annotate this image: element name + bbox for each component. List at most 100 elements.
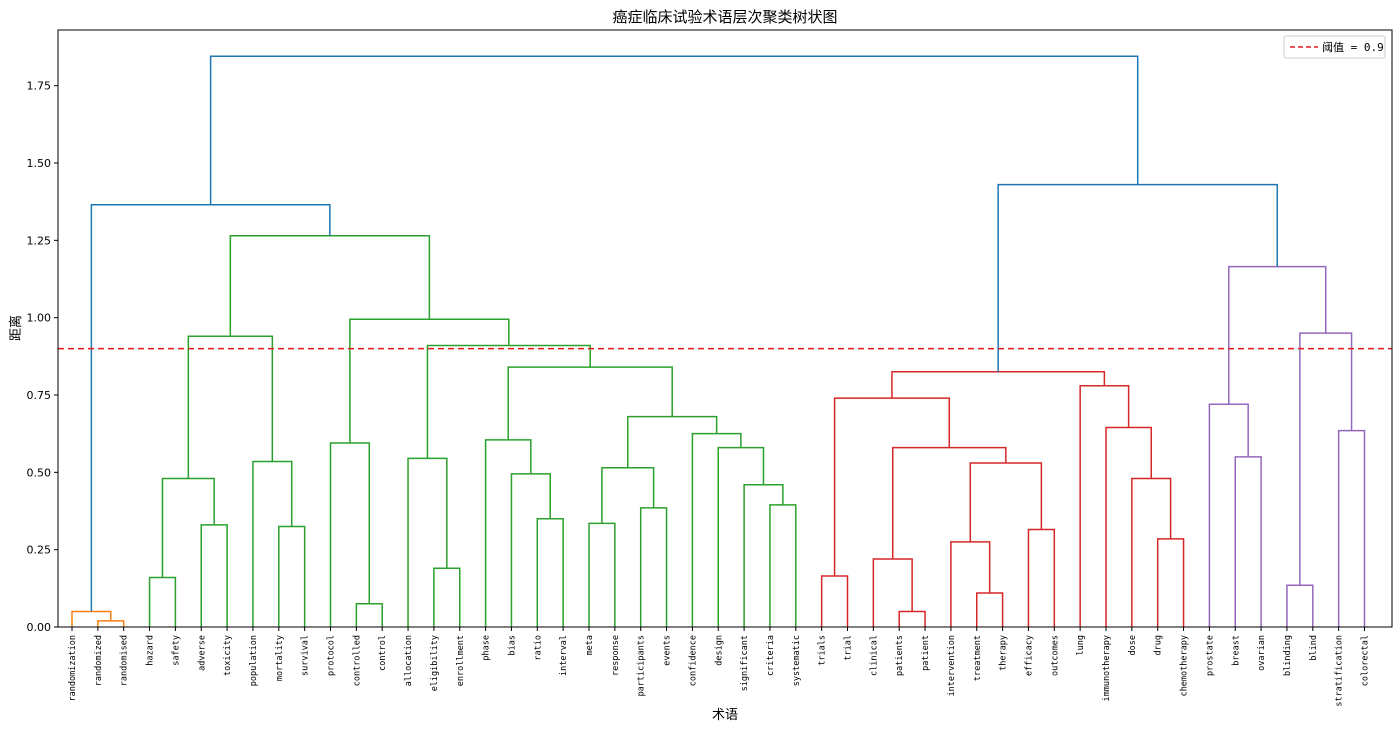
- dendrogram-link: [1208, 403, 1249, 627]
- dendrogram-link: [349, 318, 510, 443]
- leaf-label: treatment: [973, 635, 983, 681]
- leaf-label: lung: [1076, 635, 1086, 655]
- dendrogram-link: [209, 55, 1139, 205]
- leaf-label: efficacy: [1024, 635, 1034, 676]
- y-tick-label: 1.50: [27, 157, 52, 170]
- dendrogram-link: [691, 432, 742, 627]
- chart-title: 癌症临床试验术语层次聚类树状图: [612, 8, 837, 26]
- leaf-label: stratification: [1335, 635, 1345, 707]
- dendrogram-link: [161, 477, 215, 578]
- leaf-label: adverse: [197, 635, 207, 671]
- leaf-label: outcomes: [1050, 635, 1060, 676]
- leaf-label: randomised: [120, 635, 130, 686]
- leaf-label: dose: [1128, 635, 1138, 655]
- dendrogram-link: [507, 366, 673, 440]
- dendrogram-link: [627, 415, 718, 468]
- leaf-label: mortality: [275, 635, 285, 681]
- legend: 阈值 = 0.9: [1283, 35, 1386, 59]
- y-tick-label: 1.75: [27, 80, 52, 93]
- dendrogram-link: [200, 524, 228, 627]
- dendrogram-link: [1228, 265, 1327, 405]
- leaf-label: design: [714, 635, 724, 666]
- dendrogram-link: [950, 541, 991, 627]
- dendrogram-link: [536, 517, 564, 627]
- dendrogram-link: [510, 473, 551, 627]
- y-axis-label: 距离: [8, 315, 24, 341]
- legend-threshold-label: 阈值 = 0.9: [1322, 40, 1384, 54]
- dendrogram-link: [148, 576, 177, 627]
- leaf-label: participants: [637, 635, 647, 696]
- dendrogram-link: [355, 603, 383, 627]
- dendrogram-link: [1105, 426, 1152, 627]
- leaf-label: interval: [559, 635, 569, 676]
- leaf-label: patient: [921, 635, 931, 671]
- leaf-label: systematic: [792, 635, 802, 686]
- leaf-label: eligibility: [430, 635, 440, 691]
- leaf-label: meta: [585, 635, 595, 655]
- dendrogram-link: [872, 558, 913, 627]
- leaf-label: trials: [818, 635, 828, 666]
- leaf-label: clinical: [869, 635, 879, 676]
- x-axis: randomization randomized randomised hazard s…: [68, 627, 1371, 707]
- dendrogram-link: [1234, 456, 1262, 627]
- dendrogram-link: [90, 204, 331, 612]
- dendrogram-link: [97, 620, 125, 627]
- dendrogram-link: [433, 567, 461, 627]
- leaf-label: controlled: [352, 635, 362, 686]
- leaf-label: allocation: [404, 635, 414, 686]
- leaf-label: enrollment: [456, 635, 466, 686]
- dendrogram-link: [1131, 477, 1172, 627]
- dendrogram-link: [639, 507, 668, 627]
- y-tick-label: 0.00: [27, 621, 52, 634]
- leaf-label: protocol: [327, 635, 337, 676]
- leaf-label: bias: [507, 635, 517, 655]
- leaf-label: ratio: [533, 635, 543, 661]
- y-tick-label: 0.25: [27, 544, 52, 557]
- dendrogram-link: [187, 335, 274, 479]
- dendrogram-link: [1337, 429, 1366, 627]
- leaf-label: blind: [1309, 635, 1319, 661]
- y-axis: 0.00 0.25 0.50 0.75 1.00 1.25 1.50 1.75: [27, 80, 58, 634]
- leaf-label: survival: [301, 635, 311, 676]
- dendrogram-link: [229, 234, 431, 337]
- leaf-label: randomized: [94, 635, 104, 686]
- dendrogram-link: [1286, 584, 1314, 627]
- y-tick-label: 0.50: [27, 466, 52, 479]
- dendrogram-links: [71, 55, 1366, 627]
- leaf-label: chemotherapy: [1180, 635, 1190, 696]
- dendrogram-link: [976, 592, 1004, 627]
- dendrogram-link: [891, 446, 1007, 559]
- dendrogram-link: [769, 504, 797, 627]
- y-tick-label: 1.00: [27, 312, 52, 325]
- dendrogram-link: [898, 610, 926, 627]
- leaf-label: control: [378, 635, 388, 671]
- dendrogram-link: [601, 466, 655, 524]
- leaf-label: population: [249, 635, 259, 686]
- dendrogram-link: [426, 344, 591, 459]
- leaf-label: blinding: [1283, 635, 1293, 676]
- leaf-label: randomization: [68, 635, 78, 702]
- x-axis-label: 术语: [712, 708, 738, 723]
- dendrogram-link: [329, 442, 371, 627]
- leaf-label: safety: [171, 635, 181, 666]
- leaf-label: events: [663, 635, 673, 666]
- leaf-label: colorectal: [1361, 635, 1371, 686]
- dendrogram-link: [588, 522, 616, 627]
- dendrogram-link: [1299, 332, 1353, 586]
- leaf-label: prostate: [1205, 635, 1215, 676]
- plot-area-frame: [57, 29, 1393, 628]
- y-tick-label: 1.25: [27, 234, 52, 247]
- dendrogram-link: [484, 439, 532, 627]
- y-tick-label: 0.75: [27, 389, 52, 402]
- dendrogram-link: [1079, 384, 1130, 627]
- leaf-label: immunotherapy: [1102, 635, 1112, 702]
- leaf-label: patients: [895, 635, 905, 676]
- leaf-label: criteria: [766, 635, 776, 676]
- leaf-label: response: [611, 635, 621, 676]
- leaf-label: ovarian: [1257, 635, 1267, 671]
- leaf-label: trial: [844, 635, 854, 661]
- leaf-label: drug: [1154, 635, 1164, 655]
- dendrogram-link: [1027, 528, 1056, 627]
- dendrogram-link: [71, 610, 112, 627]
